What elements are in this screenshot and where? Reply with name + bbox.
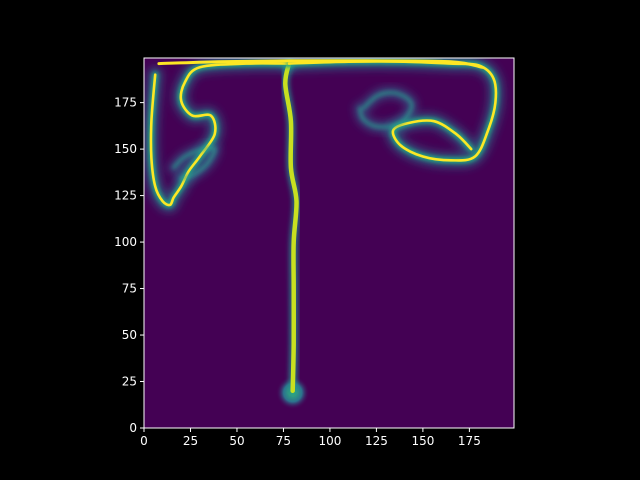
- y-tick-label: 100: [114, 235, 137, 249]
- y-tick-label: 0: [129, 421, 137, 435]
- left-arm-core: [149, 62, 291, 207]
- plot-area: [144, 58, 514, 428]
- x-tick-label: 125: [365, 434, 388, 448]
- x-tick-label: 175: [458, 434, 481, 448]
- axes-frame: [143, 57, 515, 429]
- y-tick-label: 150: [114, 142, 137, 156]
- x-tick-label: 100: [318, 434, 341, 448]
- right-arm-core: [287, 60, 498, 162]
- right-swirl: [358, 91, 414, 129]
- y-tick-label: 25: [122, 375, 137, 389]
- left-swirl: [172, 146, 217, 181]
- y-tick-label: 50: [122, 328, 137, 342]
- y-tick-label: 125: [114, 189, 137, 203]
- y-axis: 0 25 50 75 100 125 150 175: [114, 96, 144, 435]
- stem-core: [283, 61, 299, 394]
- top-cap: [157, 59, 484, 69]
- y-tick-label: 175: [114, 96, 137, 110]
- x-tick-label: 50: [229, 434, 244, 448]
- x-axis: 0 25 50 75 100 125 150 175: [140, 428, 481, 448]
- x-tick-label: 25: [183, 434, 198, 448]
- y-tick-label: 75: [122, 282, 137, 296]
- x-tick-label: 0: [140, 434, 148, 448]
- x-tick-label: 75: [276, 434, 291, 448]
- plume-layer: [144, 58, 504, 410]
- x-tick-label: 150: [411, 434, 434, 448]
